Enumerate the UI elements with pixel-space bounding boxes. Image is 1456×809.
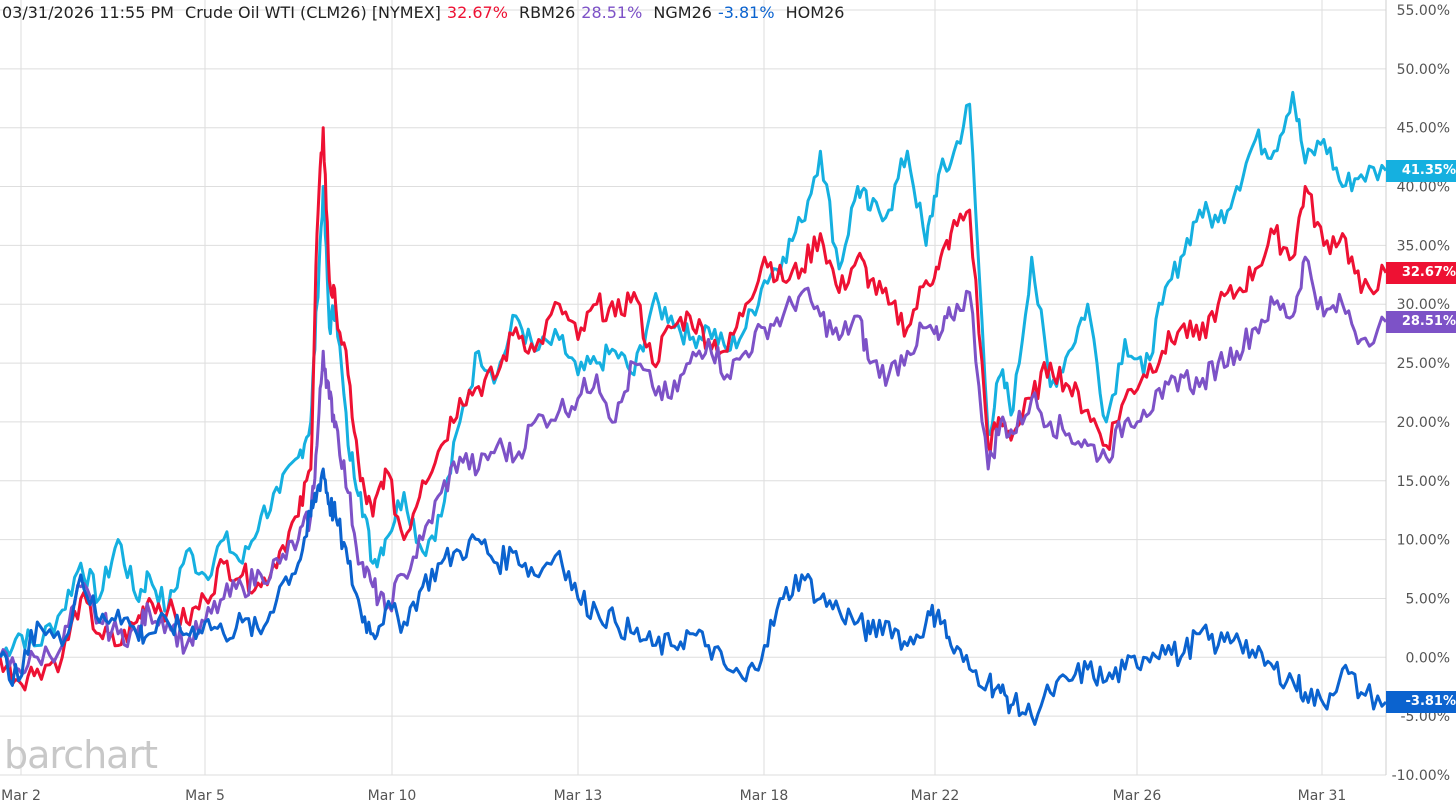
grid-lines <box>0 0 1387 776</box>
symbol-name: Crude Oil WTI (CLM26) [NYMEX] <box>185 3 441 22</box>
y-tick-label: 20.00% <box>1397 415 1450 431</box>
x-tick-label: Mar 10 <box>368 788 417 804</box>
y-tick-label: 35.00% <box>1397 238 1450 254</box>
x-tick-label: Mar 2 <box>1 788 41 804</box>
y-tick-label: 10.00% <box>1397 533 1450 549</box>
x-tick-label: Mar 5 <box>185 788 225 804</box>
x-tick-label: Mar 22 <box>911 788 960 804</box>
y-tick-label: 55.00% <box>1397 3 1450 19</box>
y-tick-label: 15.00% <box>1397 474 1450 490</box>
y-tick-label: 50.00% <box>1397 62 1450 78</box>
timestamp: 03/31/2026 11:55 PM <box>2 3 174 22</box>
series-line-ngm26 <box>0 467 1388 726</box>
series-2-name: RBM26 <box>519 3 576 22</box>
chart-header: 03/31/2026 11:55 PM Crude Oil WTI (CLM26… <box>2 3 850 22</box>
last-value-tag-rbm26: 28.51% <box>1386 310 1456 333</box>
series-4-name: HOM26 <box>785 3 845 22</box>
y-axis: 55.00% 50.00% 45.00% 40.00% 35.00% 30.00% 25.0… <box>1392 3 1450 784</box>
series-2-change: 28.51% <box>581 3 643 22</box>
series-line-rbm26 <box>0 255 1388 676</box>
y-tick-label: -10.00% <box>1392 768 1450 784</box>
series-3-change: -3.81% <box>717 3 775 22</box>
series-line-hom26 <box>0 90 1388 659</box>
last-value-tag-clm26: 32.67% <box>1386 261 1456 284</box>
y-tick-label: 25.00% <box>1397 356 1450 372</box>
x-tick-label: Mar 13 <box>554 788 603 804</box>
last-value-tag-ngm26: -3.81% <box>1386 691 1456 714</box>
x-axis: Mar 2 Mar 5 Mar 10 Mar 13 Mar 18 Mar 22 Mar 26… <box>1 788 1346 804</box>
symbol-change: 32.67% <box>446 3 508 22</box>
last-value-tag-hom26: 41.35% <box>1386 159 1456 182</box>
x-tick-label: Mar 31 <box>1298 788 1347 804</box>
series-line-clm26 <box>0 126 1388 692</box>
y-tick-label: 45.00% <box>1397 121 1450 137</box>
y-tick-label: 30.00% <box>1397 297 1450 313</box>
x-tick-label: Mar 26 <box>1113 788 1162 804</box>
barchart-watermark: barchart <box>4 733 158 777</box>
series-group <box>0 90 1388 726</box>
y-tick-label: 40.00% <box>1397 180 1450 196</box>
x-tick-label: Mar 18 <box>740 788 789 804</box>
y-tick-label: 5.00% <box>1406 591 1450 607</box>
y-tick-label: -5.00% <box>1400 709 1450 725</box>
series-3-name: NGM26 <box>653 3 712 22</box>
y-tick-label: 0.00% <box>1406 650 1450 666</box>
